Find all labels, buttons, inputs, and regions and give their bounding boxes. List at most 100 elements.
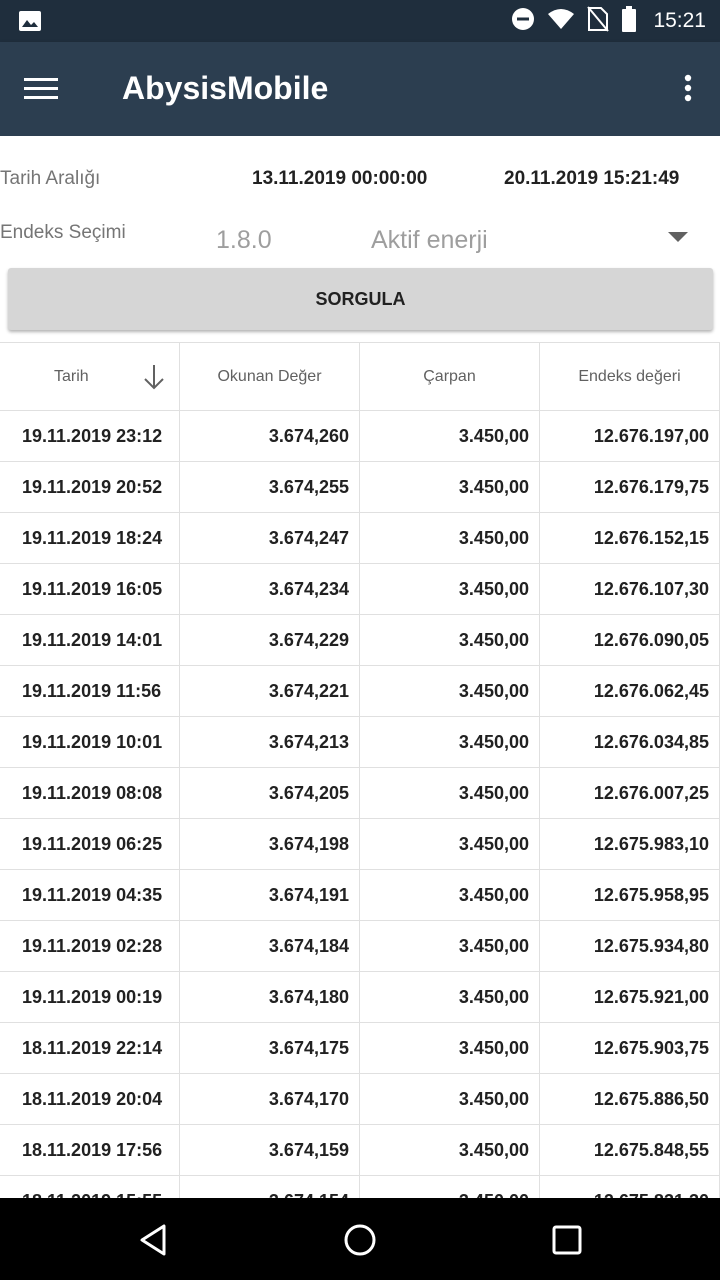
recents-icon[interactable]	[545, 1218, 589, 1262]
back-icon[interactable]	[132, 1218, 176, 1262]
table-row[interactable]: 19.11.2019 08:08 3.674,205 3.450,00 12.676.…	[0, 768, 720, 819]
column-header-date[interactable]: Tarih	[0, 343, 180, 411]
status-bar: 15:21	[0, 0, 720, 42]
cell-date: 19.11.2019 16:05	[0, 564, 180, 614]
status-time: 15:21	[653, 9, 706, 32]
column-header-reading[interactable]: Okunan Değer	[180, 343, 360, 411]
app-bar: AbysisMobile	[0, 42, 720, 136]
column-header-multiplier[interactable]: Çarpan	[360, 343, 540, 411]
cell-multiplier: 3.450,00	[360, 1074, 540, 1124]
table-row[interactable]: 19.11.2019 23:12 3.674,260 3.450,00 12.676.…	[0, 411, 720, 462]
cell-multiplier: 3.450,00	[360, 1023, 540, 1073]
cell-date: 19.11.2019 06:25	[0, 819, 180, 869]
cell-index-value: 12.675.848,55	[540, 1125, 720, 1175]
table-row[interactable]: 19.11.2019 04:35 3.674,191 3.450,00 12.675.…	[0, 870, 720, 921]
filter-panel: Tarih Aralığı 13.11.2019 00:00:00 20.11.…	[0, 136, 720, 342]
cell-index-value: 12.676.007,25	[540, 768, 720, 818]
column-header-label: Endeks değeri	[578, 368, 681, 385]
wifi-icon	[547, 7, 575, 36]
table-row[interactable]: 19.11.2019 10:01 3.674,213 3.450,00 12.676.…	[0, 717, 720, 768]
index-label: Endeks Seçimi	[0, 222, 126, 243]
cell-reading: 3.674,229	[180, 615, 360, 665]
cell-index-value: 12.676.152,15	[540, 513, 720, 563]
cell-index-value: 12.675.934,80	[540, 921, 720, 971]
table-row[interactable]: 18.11.2019 22:14 3.674,175 3.450,00 12.675.…	[0, 1023, 720, 1074]
cell-index-value: 12.676.107,30	[540, 564, 720, 614]
table-row[interactable]: 19.11.2019 20:52 3.674,255 3.450,00 12.676.…	[0, 462, 720, 513]
cell-date: 19.11.2019 14:01	[0, 615, 180, 665]
cell-reading: 3.674,205	[180, 768, 360, 818]
no-sim-icon	[587, 5, 610, 37]
table-row[interactable]: 18.11.2019 15:553.674,1543.450,0012.675.…	[0, 1176, 720, 1198]
cell-multiplier: 3.450,00	[360, 870, 540, 920]
cell-index-value: 12.675.983,10	[540, 819, 720, 869]
more-vertical-icon[interactable]	[676, 70, 700, 108]
cell-reading: 3.674,234	[180, 564, 360, 614]
cell-reading: 3.674,180	[180, 972, 360, 1022]
cell-reading: 3.674,154	[180, 1176, 360, 1198]
date-start-field[interactable]: 13.11.2019 00:00:00	[252, 168, 428, 189]
cell-date: 19.11.2019 10:01	[0, 717, 180, 767]
table-row[interactable]: 19.11.2019 00:19 3.674,180 3.450,00 12.675.…	[0, 972, 720, 1023]
table-row[interactable]: 19.11.2019 06:25 3.674,198 3.450,00 12.675.…	[0, 819, 720, 870]
cell-date: 19.11.2019 00:19	[0, 972, 180, 1022]
image-icon	[18, 9, 42, 38]
cell-date: 19.11.2019 04:35	[0, 870, 180, 920]
column-header-index-value[interactable]: Endeks değeri	[540, 343, 720, 411]
cell-date: 19.11.2019 02:28	[0, 921, 180, 971]
cell-multiplier: 3.450,00	[360, 1176, 540, 1198]
cell-reading: 3.674,221	[180, 666, 360, 716]
cell-reading: 3.674,213	[180, 717, 360, 767]
index-select[interactable]: Aktif enerji	[371, 226, 488, 254]
cell-multiplier: 3.450,00	[360, 411, 540, 461]
cell-multiplier: 3.450,00	[360, 513, 540, 563]
cell-multiplier: 3.450,00	[360, 666, 540, 716]
cell-index-value: 12.676.090,05	[540, 615, 720, 665]
dropdown-arrow-icon[interactable]	[668, 232, 688, 242]
app-title: AbysisMobile	[122, 70, 329, 106]
cell-date: 18.11.2019 22:14	[0, 1023, 180, 1073]
query-button[interactable]: SORGULA	[8, 268, 713, 330]
cell-index-value: 12.676.179,75	[540, 462, 720, 512]
table-row[interactable]: 19.11.2019 02:28 3.674,184 3.450,00 12.675.…	[0, 921, 720, 972]
table-row[interactable]: 18.11.2019 17:56 3.674,159 3.450,00 12.675.…	[0, 1125, 720, 1176]
cell-date: 18.11.2019 15:55	[0, 1176, 180, 1198]
column-header-label: Çarpan	[423, 368, 476, 385]
readings-table: Tarih Okunan Değer Çarpan Endeks değeri …	[0, 342, 720, 1198]
hamburger-menu-icon[interactable]	[24, 70, 70, 108]
cell-reading: 3.674,170	[180, 1074, 360, 1124]
cell-reading: 3.674,247	[180, 513, 360, 563]
arrow-down-icon[interactable]	[142, 364, 166, 395]
table-row[interactable]: 19.11.2019 16:05 3.674,234 3.450,00 12.676.…	[0, 564, 720, 615]
cell-date: 19.11.2019 08:08	[0, 768, 180, 818]
cell-index-value: 12.676.197,00	[540, 411, 720, 461]
cell-multiplier: 3.450,00	[360, 462, 540, 512]
navigation-bar	[0, 1198, 720, 1280]
do-not-disturb-icon	[511, 7, 535, 36]
date-range-label: Tarih Aralığı	[0, 168, 101, 189]
cell-date: 19.11.2019 23:12	[0, 411, 180, 461]
cell-index-value: 12.676.062,45	[540, 666, 720, 716]
battery-icon	[621, 5, 637, 37]
cell-index-value: 12.675.958,95	[540, 870, 720, 920]
index-code: 1.8.0	[216, 226, 272, 254]
table-row[interactable]: 19.11.2019 11:56 3.674,221 3.450,00 12.676.…	[0, 666, 720, 717]
cell-reading: 3.674,260	[180, 411, 360, 461]
cell-reading: 3.674,184	[180, 921, 360, 971]
date-end-field[interactable]: 20.11.2019 15:21:49	[504, 168, 680, 189]
table-row[interactable]: 19.11.2019 14:01 3.674,229 3.450,00 12.676.…	[0, 615, 720, 666]
cell-multiplier: 3.450,00	[360, 615, 540, 665]
table-header: Tarih Okunan Değer Çarpan Endeks değeri	[0, 343, 720, 411]
home-icon[interactable]	[338, 1218, 382, 1262]
status-icons: 15:21	[511, 0, 706, 42]
cell-date: 18.11.2019 20:04	[0, 1074, 180, 1124]
cell-reading: 3.674,175	[180, 1023, 360, 1073]
cell-reading: 3.674,198	[180, 819, 360, 869]
column-header-label: Tarih	[54, 368, 89, 385]
cell-multiplier: 3.450,00	[360, 921, 540, 971]
table-row[interactable]: 18.11.2019 20:04 3.674,170 3.450,00 12.675.…	[0, 1074, 720, 1125]
table-row[interactable]: 19.11.2019 18:24 3.674,247 3.450,00 12.676.…	[0, 513, 720, 564]
cell-multiplier: 3.450,00	[360, 1125, 540, 1175]
table-body: 19.11.2019 23:12 3.674,260 3.450,00 12.676.…	[0, 411, 720, 1198]
cell-index-value: 12.675.831,30	[540, 1176, 720, 1198]
